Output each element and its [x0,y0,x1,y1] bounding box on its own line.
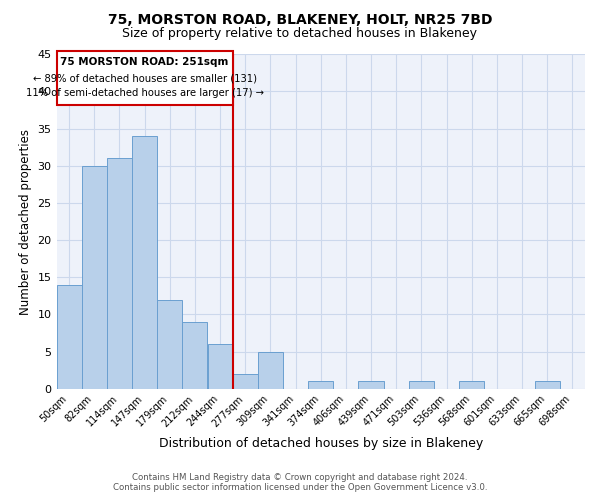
Bar [258,352,283,389]
X-axis label: Distribution of detached houses by size in Blakeney: Distribution of detached houses by size … [158,437,483,450]
Bar [182,322,208,389]
Bar [82,166,107,389]
Text: 75, MORSTON ROAD, BLAKENEY, HOLT, NR25 7BD: 75, MORSTON ROAD, BLAKENEY, HOLT, NR25 7… [108,12,492,26]
Bar [308,382,334,389]
Bar [107,158,132,389]
FancyBboxPatch shape [56,50,233,105]
Bar [56,284,82,389]
Text: ← 89% of detached houses are smaller (131): ← 89% of detached houses are smaller (13… [32,73,257,83]
Bar [409,382,434,389]
Text: 75 MORSTON ROAD: 251sqm: 75 MORSTON ROAD: 251sqm [61,56,229,66]
Bar [233,374,258,389]
Bar [157,300,182,389]
Text: Contains HM Land Registry data © Crown copyright and database right 2024.
Contai: Contains HM Land Registry data © Crown c… [113,473,487,492]
Bar [535,382,560,389]
Bar [459,382,484,389]
Y-axis label: Number of detached properties: Number of detached properties [19,128,32,314]
Text: 11% of semi-detached houses are larger (17) →: 11% of semi-detached houses are larger (… [26,88,263,98]
Text: Size of property relative to detached houses in Blakeney: Size of property relative to detached ho… [122,26,478,40]
Bar [208,344,233,389]
Bar [358,382,383,389]
Bar [132,136,157,389]
